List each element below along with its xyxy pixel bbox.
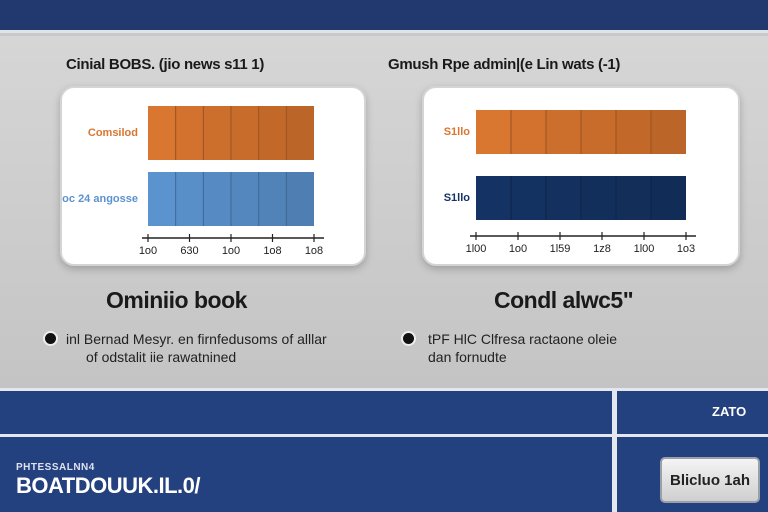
top-bar bbox=[0, 0, 768, 33]
chart-1-bar-0-shade-5 bbox=[651, 110, 686, 154]
right-bullet bbox=[403, 333, 414, 344]
chart-1-bar-0-shade-3 bbox=[581, 110, 616, 154]
chart-1-tick-label-1: 1o0 bbox=[509, 243, 527, 255]
chart-1-bar-1-shade-1 bbox=[511, 176, 546, 220]
footer-band-upper bbox=[0, 391, 768, 434]
brand-small-text: PHTESSALNN4 bbox=[16, 462, 95, 473]
right-description-line-1: tPF HlC Clfresa ractaone oleie bbox=[428, 331, 618, 347]
chart-0-tick-label-3: 1o8 bbox=[263, 245, 281, 257]
chart-1-bar-0-shade-1 bbox=[511, 110, 546, 154]
chart-0-bar-1-shade-3 bbox=[231, 172, 259, 226]
chart-0-bar-1-shade-5 bbox=[286, 172, 314, 226]
right-description-line-2: dan fornudte bbox=[428, 349, 507, 365]
chart-1-bar-1-shade-4 bbox=[616, 176, 651, 220]
chart-0-bar-0-shade-5 bbox=[286, 106, 314, 160]
footer-top-rule bbox=[0, 388, 768, 391]
chart-1-bar-1-shade-3 bbox=[581, 176, 616, 220]
footer-tag: ZATO bbox=[712, 404, 747, 419]
chart-0-tick-label-1: 630 bbox=[180, 245, 198, 257]
brand-logo: PHTESSALNN4 BOATDOUUK.IL.0/ bbox=[16, 462, 200, 499]
footer-action-button[interactable]: Blicluo 1ah bbox=[660, 457, 760, 503]
chart-0-tick-label-0: 1o0 bbox=[139, 245, 157, 257]
chart-1-bar-0-shade-4 bbox=[616, 110, 651, 154]
left-description: inl Bernad Mesyr. en firnfedusoms of all… bbox=[66, 330, 327, 366]
chart-1-category-label-1: S1llo bbox=[444, 192, 471, 204]
chart-0-bar-1-shade-2 bbox=[203, 172, 231, 226]
footer-divider bbox=[612, 391, 617, 512]
left-chart-card: Comsilod Conaniftioc 24 angosse 1o0 630 1o0 1… bbox=[60, 86, 366, 266]
right-description: tPF HlC Clfresa ractaone oleie dan fornu… bbox=[428, 330, 617, 366]
chart-1-category-label-0: S1llo bbox=[444, 126, 471, 138]
left-bullet bbox=[45, 333, 56, 344]
footer-middle-rule bbox=[0, 434, 768, 437]
left-section-title: Ominiio book bbox=[106, 287, 247, 313]
chart-1-tick-label-3: 1z8 bbox=[593, 243, 611, 255]
chart-1-tick-label-0: 1l00 bbox=[466, 243, 487, 255]
brand-large-text: BOATDOUUK.IL.0/ bbox=[16, 473, 200, 498]
left-description-line-2: of odstalit iie rawatnined bbox=[86, 349, 237, 365]
chart-0-bar-0-shade-4 bbox=[258, 106, 287, 160]
left-chart: Comsilod Conaniftioc 24 angosse 1o0 630 1o0 1… bbox=[62, 106, 324, 257]
chart-1-tick-label-4: 1l00 bbox=[634, 243, 655, 255]
right-section-title: Condl alwc5" bbox=[494, 287, 634, 313]
chart-1-bar-1-shade-5 bbox=[651, 176, 686, 220]
chart-0-bar-0-shade-2 bbox=[203, 106, 231, 160]
chart-0-bar-0-shade-1 bbox=[175, 106, 204, 160]
chart-0-tick-label-2: 1o0 bbox=[222, 245, 240, 257]
chart-1-tick-label-5: 1o3 bbox=[677, 243, 695, 255]
footer-band-lower bbox=[0, 437, 768, 512]
chart-0-tick-label-4: 1o8 bbox=[305, 245, 323, 257]
chart-0-category-label-0: Comsilod bbox=[88, 127, 138, 139]
right-chart: S1llo S1llo 1l00 1o0 1l59 1z8 1l00 1o3 bbox=[444, 110, 696, 255]
left-panel-heading: Cinial BOBS. (jio news s11 1) bbox=[66, 56, 265, 73]
left-description-line-1: inl Bernad Mesyr. en firnfedusoms of all… bbox=[66, 331, 327, 347]
chart-0-category-label-1: Conaniftioc 24 angosse bbox=[62, 193, 138, 205]
chart-1-bar-1-shade-2 bbox=[546, 176, 581, 220]
chart-0-bar-0-shade-3 bbox=[231, 106, 259, 160]
chart-1-tick-label-2: 1l59 bbox=[550, 243, 571, 255]
right-panel-heading: Gmush Rpe admin|(e Lin wats (-1) bbox=[388, 56, 621, 73]
chart-1-bar-0-shade-2 bbox=[546, 110, 581, 154]
right-chart-card: S1llo S1llo 1l00 1o0 1l59 1z8 1l00 1o3 bbox=[422, 86, 740, 266]
chart-0-bar-1-shade-4 bbox=[258, 172, 287, 226]
chart-0-bar-1-shade-1 bbox=[175, 172, 204, 226]
